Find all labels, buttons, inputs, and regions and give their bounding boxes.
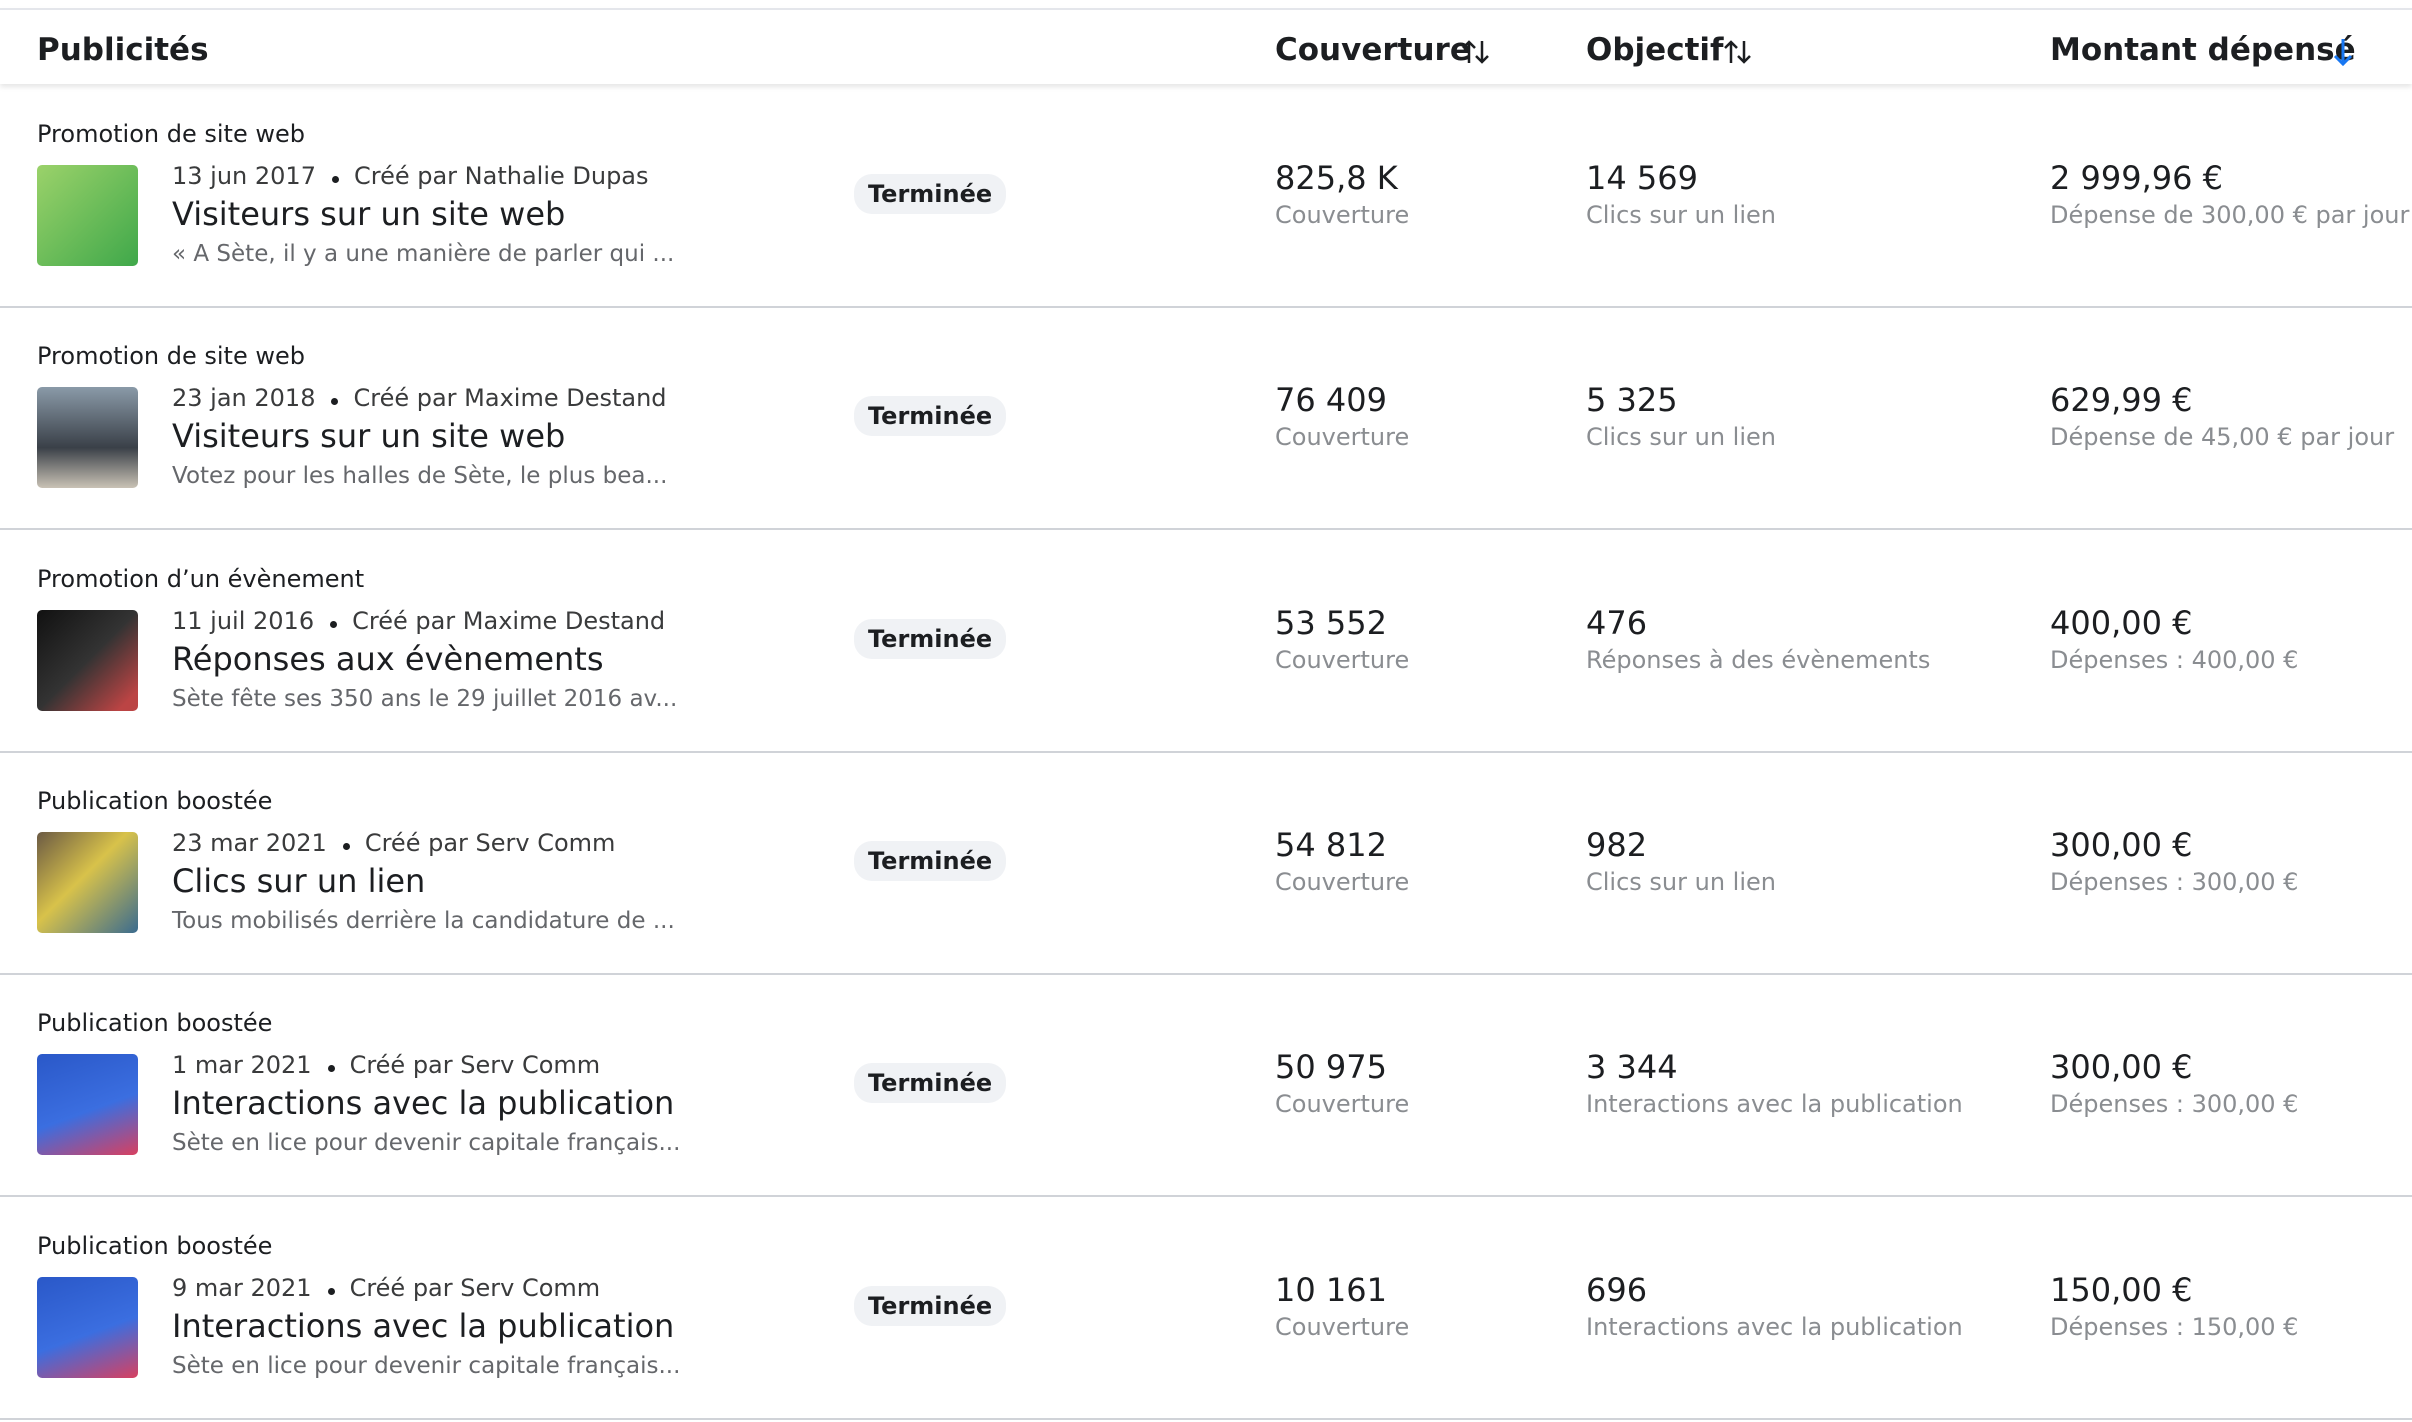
ad-title: Visiteurs sur un site web [172, 195, 566, 233]
result-value: 3 344 [1586, 1048, 1678, 1087]
ad-creator: Créé par Maxime Destand [353, 384, 667, 413]
separator [331, 398, 339, 406]
sort-icon[interactable] [1722, 38, 1754, 66]
ad-title: Réponses aux évènements [172, 639, 604, 678]
ad-row: Promotion d’un évènement 11 juil 2016 Créé… [0, 529, 2412, 753]
table-header: Publicités Couverture Objectif Montant d… [0, 8, 2412, 84]
ad-row: Publication boostée 9 mar 2021 Créé par Se… [0, 1196, 2412, 1420]
spent-value: 150,00 € [2050, 1270, 2193, 1309]
result-label: Interactions avec la publication [1586, 1090, 1963, 1119]
ad-category: Promotion de site web [37, 342, 305, 371]
column-title[interactable]: Objectif [1586, 32, 1724, 68]
reach-label: Couverture [1275, 1090, 1410, 1119]
ad-date: 23 jan 2018 [172, 384, 316, 413]
reach-label: Couverture [1275, 423, 1410, 452]
ad-date: 9 mar 2021 [172, 1273, 312, 1302]
result-value: 476 [1586, 603, 1648, 642]
status-badge: Terminée [854, 1285, 1007, 1326]
ad-title: Visiteurs sur un site web [172, 417, 566, 456]
reach-value: 50 975 [1275, 1048, 1387, 1087]
ad-title: Clics sur un lien [172, 861, 426, 900]
status-badge: Terminée [854, 396, 1007, 437]
result-label: Interactions avec la publication [1586, 1312, 1963, 1341]
ad-description: Sète en lice pour devenir capitale franç… [172, 1130, 681, 1157]
ad-date: 23 mar 2021 [172, 828, 327, 857]
reach-value: 54 812 [1275, 825, 1387, 864]
reach-label: Couverture [1275, 867, 1410, 896]
ad-creator: Créé par Nathalie Dupas [353, 162, 649, 190]
ad-thumbnail [37, 1276, 138, 1378]
ad-category: Promotion de site web [37, 120, 305, 148]
column-title: Publicités [37, 32, 209, 68]
ad-description: Votez pour les halles de Sète, le plus b… [172, 463, 668, 490]
ad-category: Publication boostée [37, 786, 273, 815]
sort-icon[interactable] [1460, 38, 1492, 66]
reach-value: 10 161 [1275, 1270, 1387, 1309]
ad-thumbnail [37, 387, 138, 489]
separator [327, 1287, 335, 1295]
ad-category: Promotion d’un évènement [37, 564, 365, 593]
spent-label: Dépenses : 400,00 € [2050, 645, 2299, 674]
result-label: Clics sur un lien [1586, 201, 1776, 229]
ad-category: Publication boostée [37, 1009, 273, 1038]
ad-thumbnail [37, 1054, 138, 1156]
ad-title: Interactions avec la publication [172, 1084, 675, 1123]
status-badge: Terminée [854, 174, 1007, 214]
ad-row: Promotion de site web 23 jan 2018 Créé par… [0, 306, 2412, 531]
separator [331, 176, 339, 183]
reach-label: Couverture [1275, 201, 1410, 229]
spent-label: Dépenses : 150,00 € [2050, 1312, 2299, 1341]
ad-description: Sète en lice pour devenir capitale franç… [172, 1352, 681, 1379]
ad-category: Publication boostée [37, 1231, 273, 1260]
ad-date: 11 juil 2016 [172, 606, 315, 635]
ad-thumbnail [37, 831, 138, 933]
spent-value: 300,00 € [2050, 825, 2193, 864]
column-title[interactable]: Montant dépensé [2050, 32, 2356, 68]
spent-label: Dépense de 300,00 € par jour [2050, 201, 2410, 229]
ad-thumbnail [37, 165, 138, 266]
sort-desc-icon[interactable] [2330, 36, 2356, 68]
ad-creator: Créé par Maxime Destand [352, 606, 666, 635]
column-title[interactable]: Couverture [1275, 32, 1471, 68]
ad-thumbnail [37, 609, 138, 711]
spent-value: 300,00 € [2050, 1048, 2193, 1087]
spent-value: 2 999,96 € [2050, 159, 2224, 197]
ad-creator: Créé par Serv Comm [349, 1273, 601, 1302]
result-label: Clics sur un lien [1586, 867, 1776, 896]
separator [342, 842, 350, 850]
ad-title: Interactions avec la publication [172, 1306, 675, 1345]
reach-value: 825,8 K [1275, 159, 1398, 197]
result-label: Clics sur un lien [1586, 423, 1776, 452]
reach-value: 76 409 [1275, 381, 1387, 420]
ad-row: Publication boostée 1 mar 2021 Créé par Se… [0, 973, 2412, 1198]
spent-value: 400,00 € [2050, 603, 2193, 642]
spent-label: Dépense de 45,00 € par jour [2050, 423, 2395, 452]
status-badge: Terminée [854, 1063, 1007, 1104]
result-label: Réponses à des évènements [1586, 645, 1931, 674]
separator [327, 1065, 335, 1073]
status-badge: Terminée [854, 840, 1007, 881]
ad-creator: Créé par Serv Comm [349, 1051, 601, 1080]
spent-value: 629,99 € [2050, 381, 2193, 420]
separator [330, 620, 338, 628]
ad-description: Sète fête ses 350 ans le 29 juillet 2016… [172, 685, 678, 712]
result-value: 14 569 [1586, 159, 1698, 197]
reach-label: Couverture [1275, 645, 1410, 674]
result-value: 982 [1586, 825, 1648, 864]
spent-label: Dépenses : 300,00 € [2050, 1090, 2299, 1119]
ad-row: Publication boostée 23 mar 2021 Créé par S… [0, 751, 2412, 975]
result-value: 5 325 [1586, 381, 1678, 420]
reach-label: Couverture [1275, 1312, 1410, 1341]
reach-value: 53 552 [1275, 603, 1387, 642]
ad-date: 1 mar 2021 [172, 1051, 312, 1080]
status-badge: Terminée [854, 618, 1007, 659]
ad-description: Tous mobilisés derrière la candidature d… [172, 907, 675, 934]
ad-creator: Créé par Serv Comm [364, 828, 616, 857]
spent-label: Dépenses : 300,00 € [2050, 867, 2299, 896]
ad-row: Promotion de site web 13 jun 2017 Créé par… [0, 84, 2412, 308]
ad-description: « A Sète, il y a une manière de parler q… [172, 241, 675, 267]
ad-date: 13 jun 2017 [172, 162, 316, 190]
result-value: 696 [1586, 1270, 1648, 1309]
